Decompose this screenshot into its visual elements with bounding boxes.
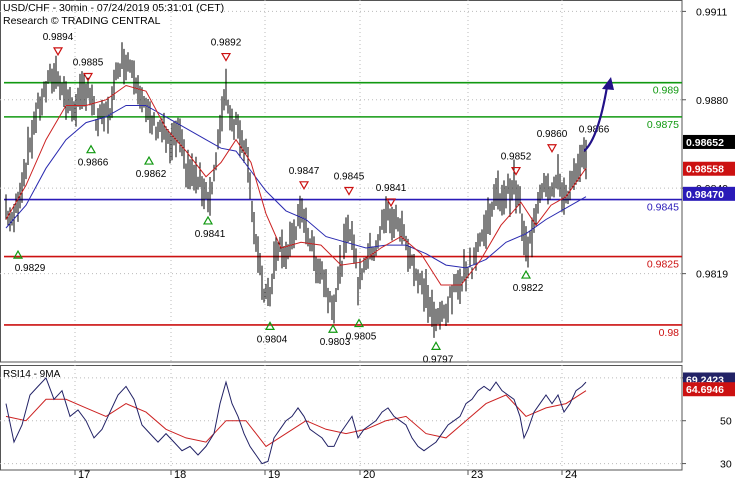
chart-title: USD/CHF - 30min - 07/24/2019 05:31:01 (C… [3,2,225,14]
price-bars [5,42,587,338]
swing-high-label: 0.9860 [537,129,568,140]
projection-arrow [583,86,609,152]
x-tick-label: 20 [363,469,375,480]
swing-low-marker [85,144,97,154]
swing-low-label: 0.9804 [257,334,288,345]
rsi-panel-frame [0,365,683,471]
swing-high-label: 0.9894 [43,32,74,43]
swing-low-label: 0.9862 [136,169,167,180]
swing-high-marker [82,72,94,82]
swing-high-marker [546,144,558,153]
swing-high-label: 0.9892 [211,38,242,49]
swing-high-label: 0.9845 [334,172,365,183]
x-tick-label: 24 [565,469,577,480]
swing-low-marker [353,318,365,328]
rsi-y-tick-label: 30 [720,459,732,471]
level-label: 0.98 [659,327,680,339]
rsi-y-tick-label: 50 [720,416,732,428]
swing-low-label: 0.9797 [423,354,454,365]
swing-high-marker [510,166,522,176]
swing-high-label: 0.9885 [73,58,104,69]
swing-high-label: 0.9847 [289,166,320,177]
swing-low-marker [520,269,532,279]
price-badge-label: 0.98470 [686,189,724,201]
swing-high-marker [385,198,397,208]
swing-low-label: 0.9866 [78,158,109,169]
x-tick-label: 19 [268,469,280,480]
swing-low-label: 0.9822 [513,283,544,294]
rsi-ma-line [5,390,587,448]
x-tick-label: 23 [471,469,483,480]
price-badge [683,161,735,176]
price-badge-label: 0.98652 [686,137,724,149]
swing-low-marker [12,249,24,259]
level-label: 0.989 [653,85,679,97]
rsi-badge-label: 64.6946 [686,384,724,396]
y-tick-label: 0.9880 [696,95,728,107]
swing-high-marker [52,47,64,57]
swing-low-marker [143,155,155,165]
swing-low-label: 0.9829 [15,263,46,274]
projection-arrowhead [602,76,614,90]
x-tick-label: 18 [174,469,186,480]
rsi-title: RSI14 - 9MA [3,369,61,380]
y-tick-label: 0.9819 [696,269,728,281]
price-badge [683,134,735,149]
swing-high-label: 0.9841 [376,183,407,194]
x-tick-label: 17 [78,469,90,480]
target-label: 0.9866 [579,124,610,135]
swing-high-marker [343,186,355,196]
swing-low-label: 0.9841 [195,229,226,240]
price-badge [683,186,735,201]
swing-low-marker [202,215,214,225]
swing-high-marker [220,52,232,62]
level-label: 0.9825 [647,259,679,271]
swing-low-marker [264,321,276,330]
swing-high-label: 0.9852 [501,152,532,163]
rsi-badge [683,382,735,397]
ma-slow-line [5,105,587,269]
level-label: 0.9845 [647,202,679,214]
rsi-line [5,376,587,465]
level-label: 0.9875 [647,119,679,131]
swing-low-label: 0.9803 [320,337,351,348]
research-credit: Research © TRADING CENTRAL [3,15,161,27]
swing-low-marker [327,324,339,333]
price-badge-label: 0.98558 [686,164,724,176]
price-panel-frame [0,0,683,363]
ma-fast-line [5,84,587,286]
swing-low-label: 0.9805 [346,332,377,343]
y-tick-label: 0.9911 [696,6,727,18]
swing-high-marker [298,181,310,191]
swing-low-marker [430,341,442,350]
